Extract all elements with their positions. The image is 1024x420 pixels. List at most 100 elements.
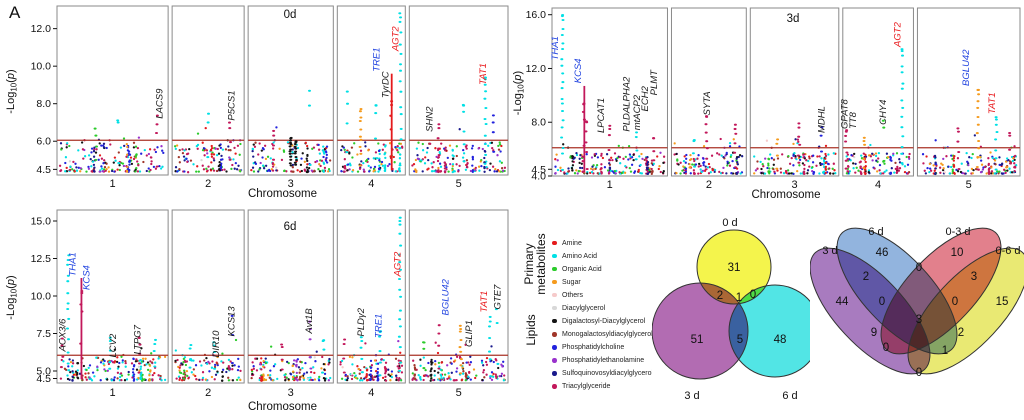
peak-chr5	[956, 127, 961, 171]
peak-chr3	[819, 126, 824, 166]
venn-set-label-6d: 6 d	[868, 226, 883, 238]
peak-chr1	[137, 336, 142, 374]
peak-chr4	[844, 129, 849, 170]
venn-count: 3	[971, 271, 977, 283]
chromosome-label: 5	[966, 179, 972, 191]
chromosome-label: 5	[456, 178, 462, 190]
facet-chr3: 3	[247, 209, 334, 399]
venn-set-label-0-3d: 0-3 d	[945, 226, 970, 238]
gene-label-mtACP2: mtACP2	[632, 94, 643, 130]
venn-count: 0	[916, 262, 922, 274]
facet-border	[408, 5, 509, 176]
y-tick-label: 4.5	[36, 164, 51, 176]
facet-chr5: 5	[916, 7, 1021, 191]
peak-chr5	[994, 116, 999, 171]
peak-chr2	[733, 123, 738, 169]
legend-item-label: Phosphatidylcholine	[562, 344, 625, 352]
peak-chr1	[79, 278, 84, 380]
y-tick-label: 10.0	[31, 61, 52, 73]
facet-chr2: 2	[670, 7, 747, 191]
peak-chr5	[437, 324, 441, 370]
chromosome-label: 4	[368, 178, 374, 190]
venn-count: 31	[728, 262, 741, 274]
y-axis-title: -Log10(p)	[5, 275, 19, 319]
gene-label-PLDALPHA2: PLDALPHA2	[621, 76, 632, 132]
gene-label-TAT1: TAT1	[479, 291, 490, 313]
venn-count: 15	[996, 296, 1009, 308]
chromosome-label: 1	[110, 387, 116, 399]
venn-set-label-0d: 0 d	[722, 217, 737, 229]
y-tick-label: 16.0	[526, 9, 547, 21]
gene-label-P5CS1: P5CS1	[227, 90, 238, 120]
peak-chr1	[93, 127, 98, 161]
facet-chr1: 1	[551, 7, 668, 191]
gene-label-ECH2: ECH2	[640, 85, 651, 111]
gene-label-GLIP1: GLIP1	[464, 320, 475, 347]
venn-count: 0	[952, 296, 958, 308]
facet-border	[56, 5, 169, 176]
gene-label-KCS4: KCS4	[81, 265, 92, 290]
gene-label-BGLU42: BGLU42	[961, 49, 972, 86]
y-axis-title: -Log10(p)	[512, 71, 526, 115]
chromosome-label: 2	[706, 179, 712, 191]
venn-count: 0	[879, 296, 885, 308]
peak-chr1	[59, 337, 65, 369]
gene-label-TAT1: TAT1	[478, 63, 489, 85]
legend-color-dot	[552, 345, 557, 350]
panel-title-6d: 6d	[284, 221, 297, 233]
venn-count: 1	[736, 292, 742, 304]
gene-label-AGT2: AGT2	[893, 21, 904, 48]
legend-group-label-primary-metabolites-1: metabolites	[534, 233, 548, 295]
legend-color-dot	[552, 371, 557, 376]
legend-item-label: Digalactosyl-Diacylglycerol	[562, 317, 646, 325]
legend-item-label: Others	[562, 291, 584, 299]
venn-set-label-0-6d: 0-6 d	[995, 245, 1020, 257]
peak-chr1	[652, 137, 656, 162]
legend-color-dot	[552, 253, 557, 259]
legend-color-dot	[552, 384, 557, 389]
peak-chr1	[155, 114, 159, 168]
legend-panel: Primary metabolites Lipids Amine Amino Acid O…	[505, 205, 660, 417]
legend-item-label: Amine	[562, 239, 582, 247]
peak-chr4	[358, 107, 363, 167]
x-axis-title: Chromosome	[248, 401, 317, 413]
peak-chr4	[397, 216, 403, 372]
gene-label-LACS9: LACS9	[155, 88, 166, 119]
y-tick-label: 8.0	[36, 98, 51, 110]
legend-color-dot	[552, 332, 557, 337]
legend-color-dot	[552, 240, 557, 245]
venn-count: 5	[737, 334, 743, 346]
gene-label-SYTA: SYTA	[702, 91, 713, 115]
venn-set-label-3d: 3 d	[684, 390, 699, 402]
venn-count: 10	[951, 247, 964, 259]
venn-set-label-3d: 3 d	[822, 245, 837, 257]
gene-label-TAT1: TAT1	[987, 92, 998, 114]
peak-chr2	[188, 343, 193, 369]
chromosome-label: 1	[607, 179, 613, 191]
peak-chr4	[862, 136, 867, 170]
legend-item-label: Monogalactosyldiacylglycerol	[562, 331, 653, 339]
legend-color-dot	[552, 292, 557, 298]
peak-chr4	[342, 338, 347, 374]
facet-border	[247, 209, 334, 384]
venn-set-shape-0-6d	[908, 248, 1024, 374]
venn-set-outline	[907, 247, 1024, 375]
peak-chr3	[288, 136, 293, 167]
peak-chr3	[308, 320, 313, 370]
gene-label-PLMT: PLMT	[649, 69, 660, 96]
panel-label-a: A	[9, 3, 21, 22]
legend-group-label-lipids-0: Lipids	[524, 314, 538, 346]
facet-chr1: 1	[56, 209, 169, 399]
peak-chr4	[900, 48, 905, 165]
facet-chr4: 4	[336, 209, 406, 399]
peak-chr1	[108, 336, 112, 370]
venn-count: 44	[836, 296, 849, 308]
peak-chr3	[775, 138, 780, 170]
peak-chr3	[796, 122, 802, 164]
venn-count: 2	[958, 327, 964, 339]
facet-chr4: 4	[336, 5, 406, 190]
facet-border	[916, 7, 1021, 177]
peak-chr5	[1008, 131, 1012, 165]
